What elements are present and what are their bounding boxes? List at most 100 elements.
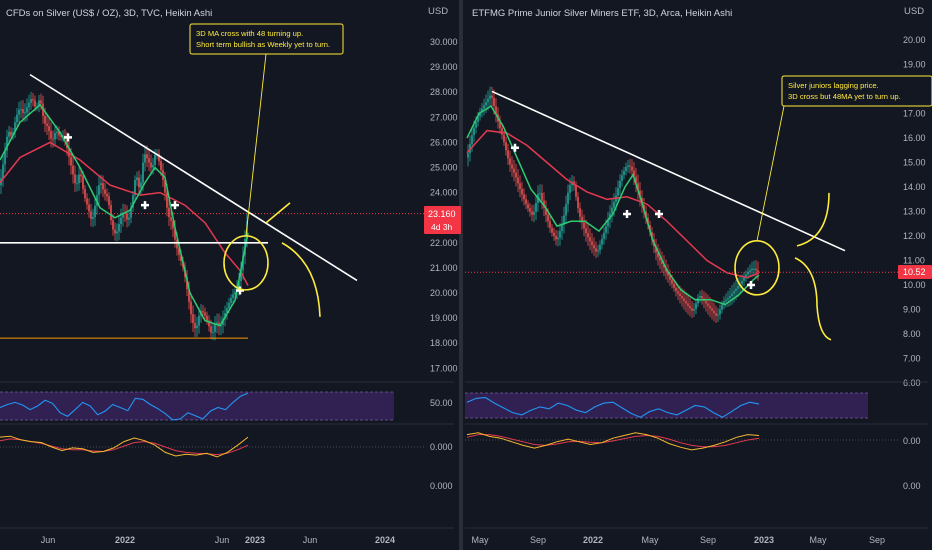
candle-body-junior-miners — [637, 183, 639, 191]
candle-body-silver — [8, 131, 10, 137]
candle-body-junior-miners — [659, 257, 661, 261]
candle-body-silver — [206, 315, 208, 321]
currency-label-junior-miners: USD — [904, 6, 924, 17]
y-axis-tick-silver: 22.000 — [430, 238, 458, 248]
candle-body-silver — [232, 294, 234, 299]
candle-body-silver — [136, 177, 138, 181]
candle-body-silver — [158, 153, 160, 162]
candle-body-junior-miners — [697, 297, 699, 304]
candle-body-silver — [16, 114, 18, 123]
candle-body-junior-miners — [589, 237, 591, 242]
last-price-junior-miners: 10.52 — [903, 267, 926, 277]
y-axis-tick-silver: 24.000 — [430, 188, 458, 198]
candle-body-junior-miners — [521, 189, 523, 195]
candle-body-junior-miners — [549, 221, 551, 228]
y-axis-tick-junior-miners: 20.00 — [903, 35, 926, 45]
candle-body-silver — [132, 195, 134, 208]
cross-marker-junior-miners — [655, 209, 663, 218]
candle-body-silver — [18, 109, 20, 115]
candle-body-silver — [210, 326, 212, 333]
rsi-line-silver — [0, 392, 249, 421]
annotation-line-2-silver: Short term bullish as Weekly yet to turn… — [196, 40, 330, 49]
candle-body-junior-miners — [757, 270, 759, 272]
candle-body-silver — [22, 109, 24, 113]
candle-body-junior-miners — [685, 300, 687, 304]
candle-body-silver — [150, 162, 152, 168]
candle-body-junior-miners — [629, 165, 631, 167]
y-axis-tick-junior-miners: 7.00 — [903, 354, 921, 364]
candle-body-silver — [32, 99, 34, 101]
drawn-arc-lower-silver[interactable] — [281, 242, 321, 317]
candle-body-silver — [176, 239, 178, 249]
candle-body-silver — [6, 136, 8, 151]
candle-body-junior-miners — [547, 214, 549, 222]
candle-body-junior-miners — [603, 232, 605, 239]
candle-body-silver — [174, 228, 176, 240]
candle-body-junior-miners — [501, 128, 503, 135]
y-axis-tick-junior-miners: 6.00 — [903, 378, 921, 388]
candle-body-silver — [26, 107, 28, 113]
candle-body-junior-miners — [581, 216, 583, 223]
candle-body-junior-miners — [731, 293, 733, 297]
indicator-scale-label-junior-miners: 0.00 — [903, 481, 921, 491]
candle-body-junior-miners — [473, 127, 475, 136]
rsi-band-silver — [0, 392, 394, 420]
candle-body-junior-miners — [723, 301, 725, 305]
candle-body-junior-miners — [481, 108, 483, 112]
drawn-arc-upper-junior-miners[interactable] — [796, 192, 830, 247]
y-axis-tick-silver: 21.000 — [430, 263, 458, 273]
downtrend-line-junior-miners[interactable] — [491, 90, 846, 252]
y-axis-tick-silver: 17.000 — [430, 363, 458, 373]
candle-body-silver — [88, 204, 90, 212]
candle-body-junior-miners — [523, 194, 525, 200]
candle-body-junior-miners — [499, 121, 501, 129]
macd-line-junior-miners — [466, 432, 760, 451]
candle-body-junior-miners — [511, 164, 513, 169]
candle-body-junior-miners — [543, 200, 545, 208]
x-axis-tick-silver: 2023 — [245, 535, 265, 545]
annotation-box-silver[interactable]: 3D MA cross with 48 turning up. Short te… — [189, 23, 344, 55]
candle-body-silver — [70, 156, 72, 166]
downtrend-line-silver[interactable] — [29, 73, 358, 282]
candle-body-silver — [78, 174, 80, 184]
candle-body-junior-miners — [677, 291, 679, 294]
y-axis-tick-silver: 28.000 — [430, 87, 458, 97]
x-axis-tick-silver: 2022 — [115, 535, 135, 545]
y-axis-tick-junior-miners: 16.00 — [903, 133, 926, 143]
candle-body-junior-miners — [591, 241, 593, 245]
candle-body-silver — [134, 180, 136, 196]
candle-body-silver — [152, 164, 154, 168]
candle-body-junior-miners — [617, 188, 619, 196]
candle-body-junior-miners — [747, 271, 749, 275]
candle-body-silver — [68, 148, 70, 157]
candle-body-junior-miners — [557, 237, 559, 240]
candle-body-junior-miners — [695, 303, 697, 310]
candle-body-silver — [154, 154, 156, 165]
silver-chart-panel[interactable]: 30.000 29.000 28.000 27.000 26.000 25.000 24.0… — [0, 37, 458, 545]
junior-miners-chart-panel[interactable]: 20.0019.0018.0017.0016.0015.0014.0013.00… — [465, 35, 928, 545]
candle-body-silver — [44, 116, 46, 124]
candle-body-junior-miners — [735, 288, 737, 292]
candle-body-silver — [198, 315, 200, 326]
indicator-scale-label-silver: 0.000 — [430, 442, 453, 452]
candle-body-junior-miners — [553, 232, 555, 236]
candle-body-junior-miners — [633, 170, 635, 177]
drawn-arc-upper-silver[interactable] — [265, 202, 291, 224]
candle-body-junior-miners — [565, 204, 567, 216]
drawn-arc-lower-junior-miners[interactable] — [794, 257, 832, 341]
candle-body-silver — [20, 109, 22, 111]
candle-body-silver — [40, 100, 42, 104]
candle-body-junior-miners — [479, 111, 481, 117]
candle-body-junior-miners — [575, 185, 577, 197]
indicator-scale-label-junior-miners: 0.00 — [903, 436, 921, 446]
candle-body-silver — [180, 254, 182, 261]
annotation-box-junior-miners[interactable]: Silver juniors lagging price. 3D cross b… — [781, 75, 932, 107]
candle-body-silver — [238, 281, 240, 288]
x-axis-tick-silver: Jun — [303, 535, 318, 545]
candle-body-junior-miners — [605, 226, 607, 233]
candle-body-silver — [28, 102, 30, 108]
candle-body-silver — [202, 311, 204, 313]
candle-body-silver — [98, 185, 100, 196]
candle-body-silver — [52, 138, 54, 140]
